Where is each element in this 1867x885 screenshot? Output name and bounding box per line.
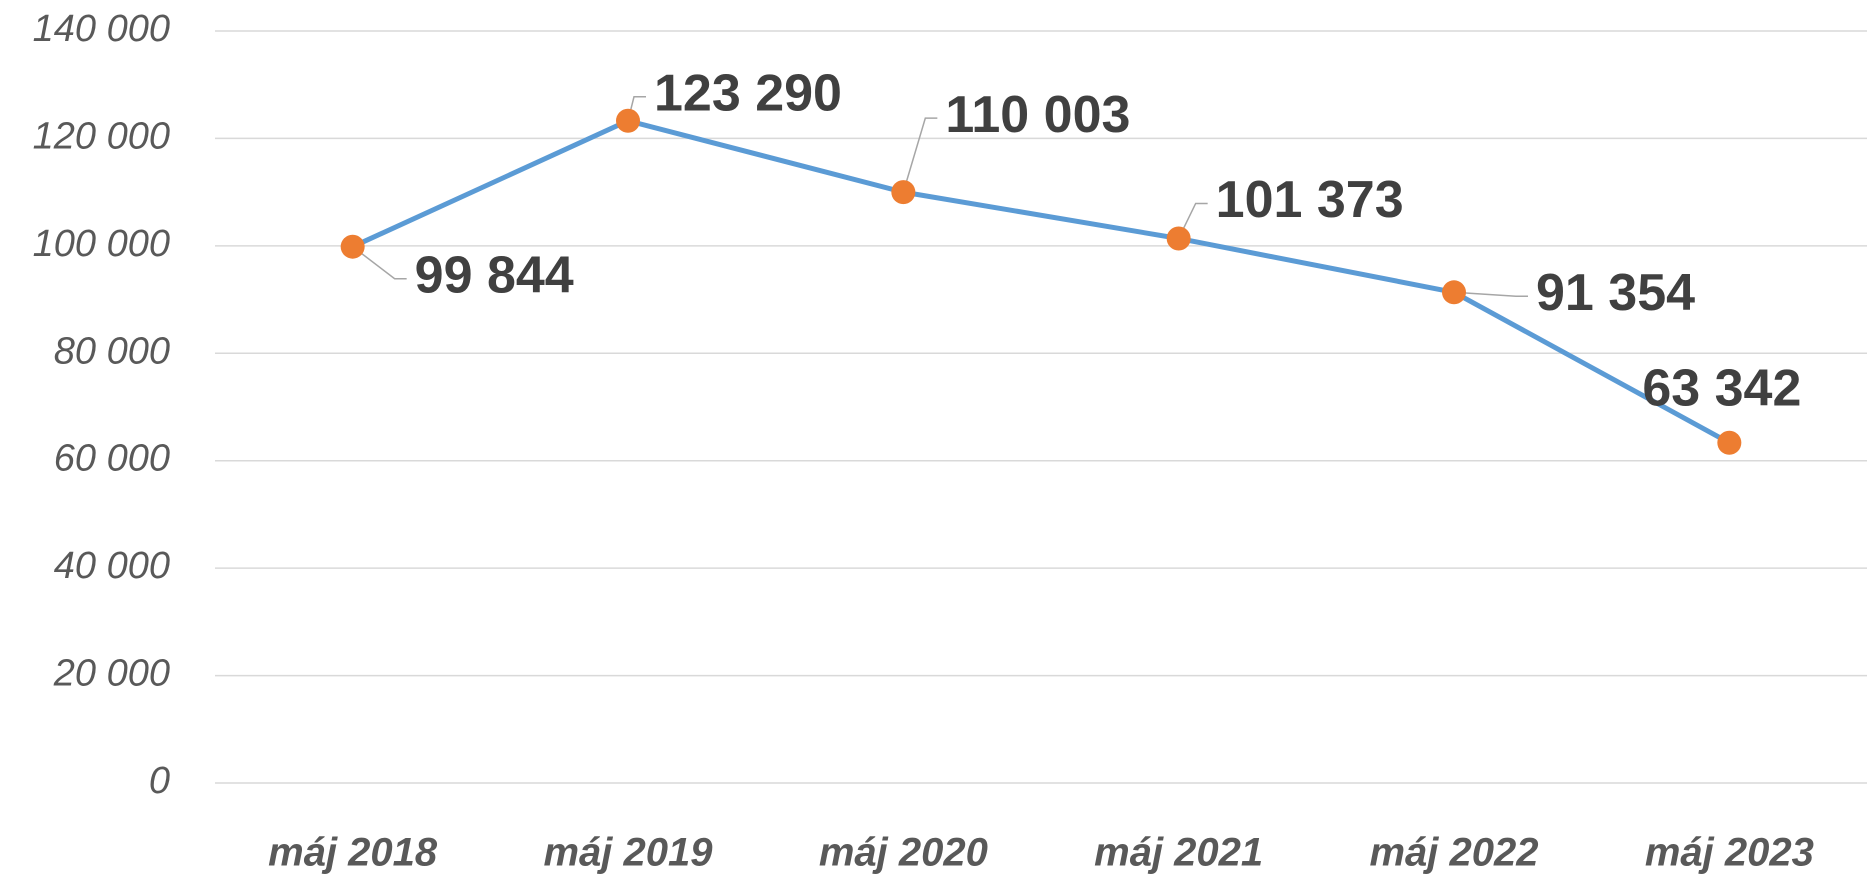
leader-line: [352, 246, 407, 280]
leader-line: [1177, 202, 1208, 239]
data-label: 99 844: [415, 246, 574, 304]
x-tick-label: máj 2018: [268, 831, 438, 875]
y-tick-label: 80 000: [54, 330, 170, 372]
x-tick-label: máj 2023: [1645, 831, 1814, 875]
data-label: 123 290: [654, 64, 842, 122]
marker: [1442, 280, 1466, 305]
data-label: 110 003: [945, 86, 1130, 144]
y-tick-label: 140 000: [33, 8, 170, 50]
data-label: 101 373: [1216, 171, 1404, 229]
x-tick-label: máj 2022: [1369, 831, 1538, 875]
y-tick-label: 120 000: [33, 115, 170, 157]
x-tick-label: máj 2019: [543, 831, 713, 875]
marker: [1166, 226, 1191, 251]
marker: [340, 234, 365, 259]
x-tick-label: máj 2021: [1094, 831, 1263, 875]
y-tick-label: 40 000: [54, 545, 170, 587]
data-label: 91 354: [1536, 264, 1695, 322]
marker: [616, 108, 640, 133]
y-tick-label: 20 000: [53, 653, 170, 695]
marker: [1717, 430, 1742, 455]
leader-line: [1453, 291, 1528, 298]
y-tick-label: 60 000: [54, 438, 170, 480]
marker: [891, 180, 916, 205]
y-tick-label: 100 000: [33, 223, 170, 265]
y-tick-label: 0: [149, 760, 170, 802]
line: [351, 118, 1731, 445]
x-tick-label: máj 2020: [819, 831, 988, 875]
data-label: 63 342: [1642, 359, 1801, 417]
leader-line: [902, 117, 938, 193]
